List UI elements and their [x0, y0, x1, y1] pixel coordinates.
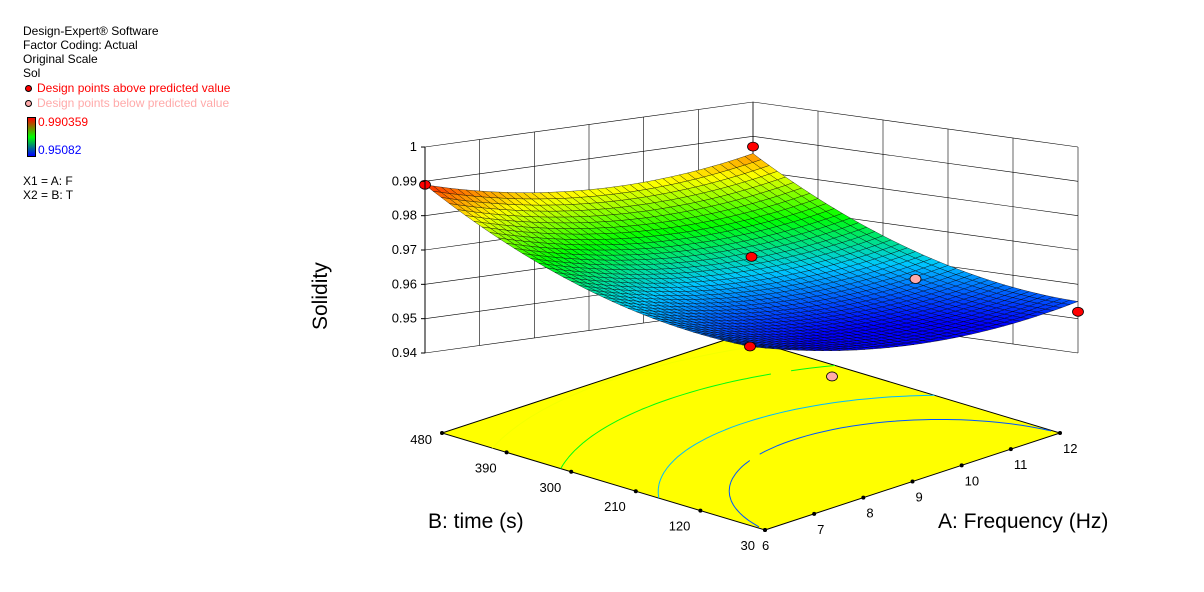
- x-tick-mark: [861, 495, 866, 500]
- legend-above: Design points above predicted value: [23, 82, 230, 95]
- x-tick-label: 12: [1063, 441, 1077, 456]
- z-axis-label: Solidity: [309, 262, 332, 330]
- x-tick-mark: [1008, 447, 1013, 452]
- color-scale-bar: [27, 117, 36, 157]
- x-tick-mark: [812, 511, 817, 516]
- color-max-label: 0.990359: [38, 115, 89, 129]
- contour-line: [657, 394, 935, 499]
- y-tick-mark: [440, 431, 444, 435]
- design-point-below: [826, 371, 838, 382]
- x-tick-label: 9: [916, 490, 923, 505]
- x-tick-label: 7: [817, 522, 824, 537]
- y-tick-mark: [504, 450, 509, 455]
- y-tick-mark: [763, 528, 767, 532]
- x-axis-label: A: Frequency (Hz): [938, 510, 1108, 533]
- z-tick-label: 0.94: [392, 345, 417, 360]
- response-label: Sol: [23, 66, 41, 80]
- contour-line: [492, 344, 767, 449]
- design-points: [419, 141, 1084, 382]
- x1-label: X1 = A: F: [23, 174, 73, 188]
- z-tick-label: 0.97: [392, 242, 417, 257]
- z-tick-label: 0.98: [392, 208, 417, 223]
- z-tick-label: 0.96: [392, 276, 417, 291]
- above-point-icon: [25, 84, 32, 92]
- design-point-above: [747, 141, 759, 152]
- y-tick-mark: [698, 508, 703, 513]
- factor-coding-label: Factor Coding: Actual: [23, 38, 138, 52]
- y-tick-mark: [633, 489, 638, 494]
- x-tick-label: 6: [762, 538, 769, 553]
- floor-plane: [440, 335, 1062, 531]
- y-tick-label: 30: [741, 538, 755, 553]
- x-tick-label: 8: [866, 506, 873, 521]
- y-tick-label: 120: [669, 519, 691, 534]
- legend-below: Design points below predicted value: [23, 97, 229, 110]
- x-tick-label: 10: [965, 473, 979, 488]
- floor-contour: [440, 335, 1062, 531]
- y-tick-label: 210: [604, 499, 626, 514]
- x-tick-mark: [910, 479, 915, 484]
- design-point-below: [909, 274, 922, 284]
- contour-line: [728, 419, 1052, 528]
- legend-below-label: Design points below predicted value: [37, 96, 230, 110]
- wall-gridline: [424, 101, 1079, 148]
- design-point-above: [1072, 306, 1084, 317]
- response-surface: [424, 153, 1079, 351]
- x-tick-mark: [959, 463, 964, 468]
- legend-above-label: Design points above predicted value: [37, 81, 231, 95]
- axis-ticks: 0.94 0.95 0.96 0.97 0.98 0.99 1 6 7 8 9 10 11 12 30 120…: [392, 139, 1078, 553]
- scale-label: Original Scale: [23, 52, 98, 66]
- design-point-above: [744, 341, 756, 352]
- z-tick-label: 0.95: [392, 311, 417, 326]
- z-tick-label: 0.99: [392, 173, 417, 188]
- y-tick-mark: [569, 469, 574, 474]
- y-axis-label: B: time (s): [428, 510, 524, 533]
- y-tick-label: 390: [475, 460, 497, 475]
- x-tick-mark: [1058, 431, 1062, 435]
- software-label: Design-Expert® Software: [23, 24, 159, 38]
- x2-label: X2 = B: T: [23, 188, 74, 202]
- contour-line: [560, 364, 835, 469]
- z-tick-label: 1: [410, 139, 417, 154]
- design-point-above: [745, 251, 758, 262]
- y-tick-label: 300: [539, 480, 561, 495]
- y-tick-label: 480: [410, 432, 432, 447]
- color-min-label: 0.95082: [38, 143, 82, 157]
- below-point-icon: [25, 99, 32, 107]
- x-tick-label: 11: [1014, 457, 1027, 472]
